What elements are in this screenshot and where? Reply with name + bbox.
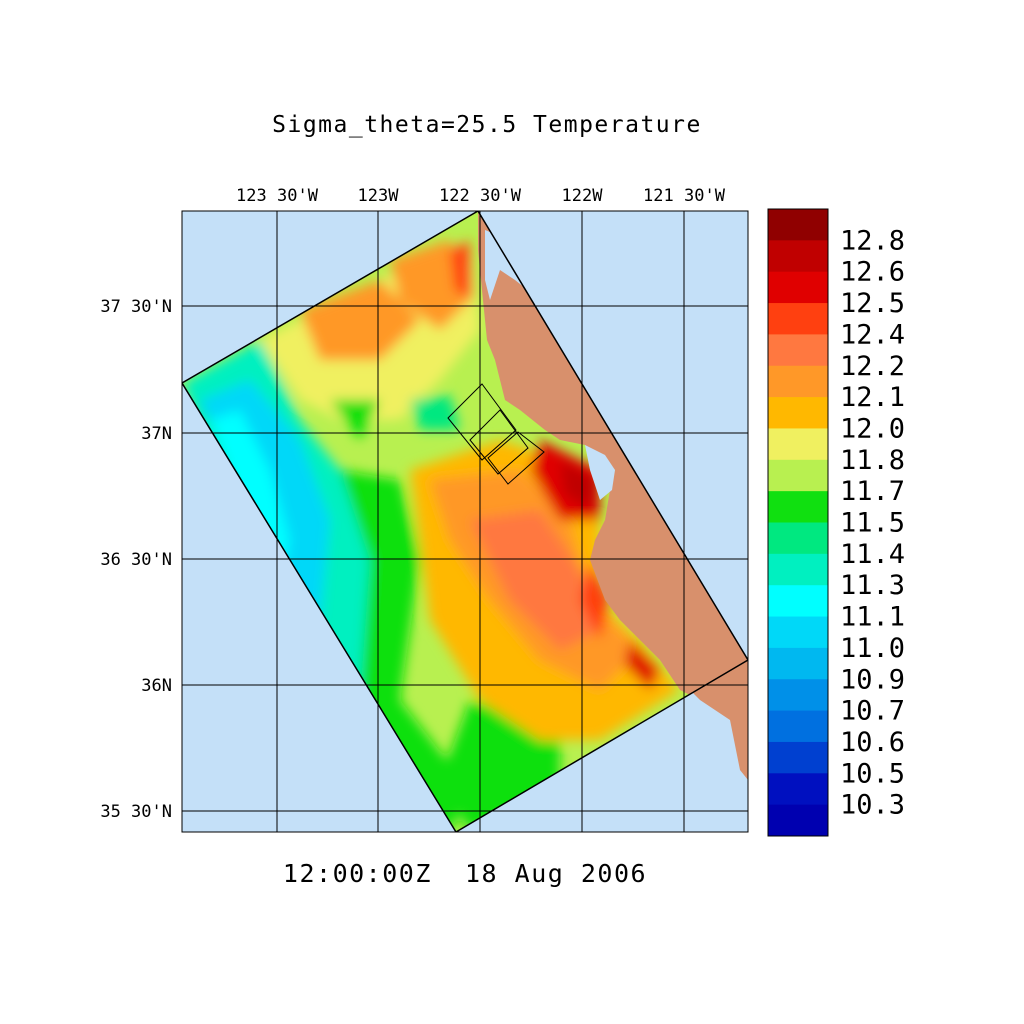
timestamp-label: 12:00:00Z 18 Aug 2006 xyxy=(283,859,647,888)
lat-label-1: 37 30'N xyxy=(100,297,172,317)
colorbar-label: 11.7 xyxy=(840,476,905,507)
lon-label-1: 123 30'W xyxy=(236,186,319,206)
colorbar-swatch xyxy=(768,209,828,241)
colorbar-label: 10.3 xyxy=(840,790,905,821)
colorbar-swatch xyxy=(768,679,828,712)
colorbar-swatch xyxy=(768,804,828,836)
map-plot-area xyxy=(182,211,748,832)
san-francisco-bay xyxy=(485,230,575,322)
colorbar-swatch xyxy=(768,397,828,429)
colorbar-label: 12.6 xyxy=(840,257,905,288)
colorbar-label: 10.7 xyxy=(840,696,905,727)
colorbar-label: 12.8 xyxy=(840,225,905,256)
colorbar-swatch xyxy=(768,585,828,618)
colorbar-swatch xyxy=(768,271,828,304)
colorbar-swatch xyxy=(768,773,828,806)
lat-label-3: 36 30'N xyxy=(100,550,172,570)
colorbar-label: 10.9 xyxy=(840,664,905,695)
map-title: Sigma_theta=25.5 Temperature xyxy=(272,112,702,138)
monterey-bay xyxy=(585,445,615,500)
colorbar-swatch xyxy=(768,334,828,367)
colorbar-label: 12.2 xyxy=(840,351,905,382)
lat-label-2: 37N xyxy=(141,424,172,444)
colorbar-swatch xyxy=(768,647,828,680)
colorbar-label: 12.1 xyxy=(840,382,905,413)
colorbar-swatch xyxy=(768,741,828,774)
colorbar-label: 10.5 xyxy=(840,758,905,789)
colorbar-label: 12.4 xyxy=(840,319,905,350)
lon-label-3: 122 30'W xyxy=(439,186,522,206)
map-frame xyxy=(181,210,749,833)
colorbar-swatch xyxy=(768,459,828,492)
colorbar-label: 11.3 xyxy=(840,570,905,601)
model-domain-outline xyxy=(182,211,748,832)
nested-grid-boxes xyxy=(447,383,545,485)
colorbar-label: 12.0 xyxy=(840,413,905,444)
colorbar-swatch xyxy=(768,365,828,398)
colorbar-frame xyxy=(767,208,829,837)
colorbar-label: 11.1 xyxy=(840,602,905,633)
colorbar: 12.812.612.512.412.212.112.011.811.711.5… xyxy=(767,208,905,837)
colorbar-label: 11.8 xyxy=(840,445,905,476)
colorbar-swatch xyxy=(768,522,828,555)
colorbar-swatch xyxy=(768,428,828,461)
colorbar-swatch xyxy=(768,553,828,586)
latitude-labels: 37 30'N 37N 36 30'N 36N 35 30'N xyxy=(100,297,172,822)
lat-label-4: 36N xyxy=(141,676,172,696)
colorbar-swatch xyxy=(768,491,828,523)
lat-label-5: 35 30'N xyxy=(100,802,172,822)
colorbar-label: 10.6 xyxy=(840,727,905,758)
lon-label-4: 122W xyxy=(562,186,604,206)
colorbar-label: 11.0 xyxy=(840,633,905,664)
graticule xyxy=(182,211,748,832)
colorbar-label: 11.4 xyxy=(840,539,905,570)
colorbar-swatch xyxy=(768,240,828,273)
colorbar-label: 12.5 xyxy=(840,288,905,319)
lon-label-2: 123W xyxy=(358,186,400,206)
colorbar-label: 11.5 xyxy=(840,508,905,539)
colorbar-swatch xyxy=(768,616,828,649)
colorbar-swatch xyxy=(768,710,828,743)
longitude-labels: 123 30'W 123W 122 30'W 122W 121 30'W xyxy=(236,186,726,206)
colorbar-swatch xyxy=(768,303,828,335)
lon-label-5: 121 30'W xyxy=(643,186,726,206)
